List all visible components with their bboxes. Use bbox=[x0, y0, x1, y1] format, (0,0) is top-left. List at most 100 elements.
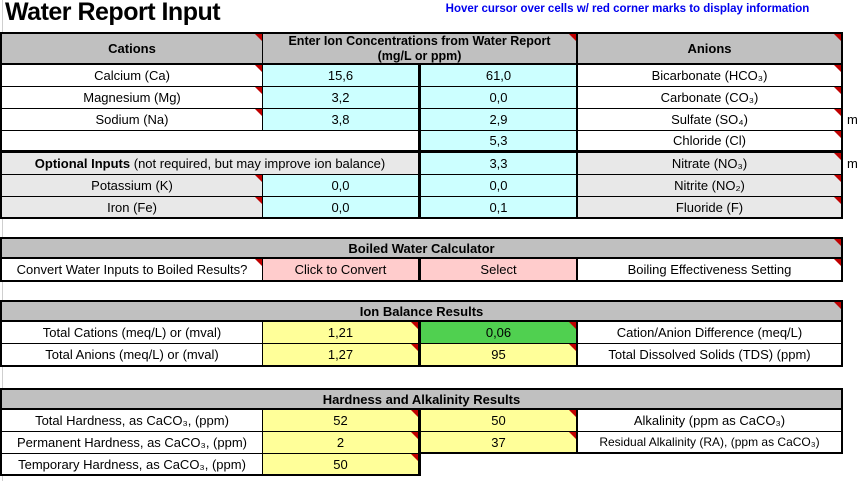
boiling-effectiveness-label: Boiling Effectiveness Setting bbox=[578, 259, 843, 282]
temporary-hardness-label: Temporary Hardness, as CaCO₃, (ppm) bbox=[0, 454, 263, 476]
page-title: Water Report Input bbox=[5, 0, 221, 26]
cation-anion-difference-label: Cation/Anion Difference (meq/L) bbox=[578, 322, 843, 344]
cation-label-iron: Iron (Fe) bbox=[0, 197, 263, 219]
comment-indicator-icon bbox=[411, 322, 418, 329]
total-hardness-label: Total Hardness, as CaCO₃, (ppm) bbox=[0, 410, 263, 432]
alkalinity-value: 50 bbox=[421, 410, 578, 432]
hardness-header-row: Hardness and Alkalinity Results bbox=[0, 388, 843, 410]
permanent-hardness-row: Permanent Hardness, as CaCO₃, (ppm) 2 37… bbox=[0, 432, 843, 454]
comment-indicator-icon bbox=[834, 87, 841, 94]
anion-label-bicarbonate: Bicarbonate (HCO₃) bbox=[578, 65, 843, 87]
calcium-input[interactable]: 15,6 bbox=[263, 65, 421, 87]
fluoride-input[interactable]: 0,1 bbox=[421, 197, 578, 219]
temporary-hardness-row: Temporary Hardness, as CaCO₃, (ppm) 50 bbox=[0, 454, 843, 476]
comment-indicator-icon bbox=[834, 153, 841, 160]
comment-indicator-icon bbox=[411, 410, 418, 417]
optional-inputs-label: Optional Inputs (not required, but may i… bbox=[34, 156, 386, 171]
comment-indicator-icon bbox=[834, 302, 841, 309]
anion-label-carbonate: Carbonate (CO₃) bbox=[578, 87, 843, 109]
ion-table-header-row: Cations Enter Ion Concentrations from Wa… bbox=[0, 32, 843, 65]
comment-indicator-icon bbox=[255, 175, 262, 182]
total-hardness-value: 52 bbox=[263, 410, 421, 432]
nitrite-row: Potassium (K) 0,0 0,0 Nitrite (NO₂) bbox=[0, 175, 843, 197]
nitrate-input[interactable]: 3,3 bbox=[421, 153, 578, 175]
anion-label-chloride: Chloride (Cl) bbox=[578, 131, 843, 153]
hover-hint: Hover cursor over cells w/ red corner ma… bbox=[445, 3, 810, 15]
total-anions-row: Total Anions (meq/L) or (mval) 1,27 95 T… bbox=[0, 344, 843, 367]
anion-label-nitrate: Nitrate (NO₃) bbox=[578, 153, 843, 175]
tds-value: 95 bbox=[421, 344, 578, 367]
comment-indicator-icon bbox=[834, 65, 841, 72]
comment-indicator-icon bbox=[834, 197, 841, 204]
carbonate-input[interactable]: 0,0 bbox=[421, 87, 578, 109]
cations-header: Cations bbox=[0, 32, 263, 65]
total-cations-row: Total Cations (meq/L) or (mval) 1,21 0,0… bbox=[0, 322, 843, 344]
iron-input[interactable]: 0,0 bbox=[263, 197, 421, 219]
residual-alkalinity-value: 37 bbox=[421, 432, 578, 454]
potassium-input[interactable]: 0,0 bbox=[263, 175, 421, 197]
permanent-hardness-value: 2 bbox=[263, 432, 421, 454]
calcium-row: Calcium (Ca) 15,6 61,0 Bicarbonate (HCO₃… bbox=[0, 65, 843, 87]
anions-header: Anions bbox=[578, 32, 843, 65]
comment-indicator-icon bbox=[834, 259, 841, 266]
total-anions-value: 1,27 bbox=[263, 344, 421, 367]
cation-label-sodium: Sodium (Na) bbox=[0, 109, 263, 131]
comment-indicator-icon bbox=[255, 197, 262, 204]
ion-balance-results: Ion Balance Results Total Cations (meq/L… bbox=[0, 300, 843, 367]
permanent-hardness-label: Permanent Hardness, as CaCO₃, (ppm) bbox=[0, 432, 263, 454]
boiled-water-header: Boiled Water Calculator bbox=[0, 237, 843, 259]
enter-ion-header-label: Enter Ion Concentrations from Water Repo… bbox=[288, 33, 551, 63]
comment-indicator-icon bbox=[411, 432, 418, 439]
comment-indicator-icon bbox=[255, 34, 262, 41]
click-to-convert-button[interactable]: Click to Convert bbox=[263, 259, 421, 282]
comment-indicator-icon bbox=[255, 109, 262, 116]
chloride-input[interactable]: 5,3 bbox=[421, 131, 578, 153]
boiled-convert-row: Convert Water Inputs to Boiled Results? … bbox=[0, 259, 843, 282]
anions-header-label: Anions bbox=[687, 41, 732, 56]
margin-note: m bbox=[847, 156, 857, 171]
boiling-effectiveness-select[interactable]: Select bbox=[421, 259, 578, 282]
ion-concentration-table: Cations Enter Ion Concentrations from Wa… bbox=[0, 32, 843, 219]
comment-indicator-icon bbox=[255, 87, 262, 94]
nitrite-input[interactable]: 0,0 bbox=[421, 175, 578, 197]
bicarbonate-input[interactable]: 61,0 bbox=[421, 65, 578, 87]
margin-note: m bbox=[847, 112, 857, 127]
hardness-alkalinity-header: Hardness and Alkalinity Results bbox=[0, 388, 843, 410]
chloride-row: 5,3 Chloride (Cl) bbox=[0, 131, 843, 153]
comment-indicator-icon bbox=[255, 65, 262, 72]
anion-label-fluoride: Fluoride (F) bbox=[578, 197, 843, 219]
cation-label-calcium: Calcium (Ca) bbox=[0, 65, 263, 87]
cation-label-magnesium: Magnesium (Mg) bbox=[0, 87, 263, 109]
comment-indicator-icon bbox=[255, 259, 262, 266]
boiled-header-row: Boiled Water Calculator bbox=[0, 237, 843, 259]
cation-anion-difference-value: 0,06 bbox=[421, 322, 578, 344]
convert-question-label: Convert Water Inputs to Boiled Results? bbox=[0, 259, 263, 282]
anion-label-sulfate: Sulfate (SO₄) bbox=[578, 109, 843, 131]
total-anions-label: Total Anions (meq/L) or (mval) bbox=[0, 344, 263, 367]
comment-indicator-icon bbox=[569, 322, 576, 329]
comment-indicator-icon bbox=[834, 131, 841, 138]
magnesium-row: Magnesium (Mg) 3,2 0,0 Carbonate (CO₃) bbox=[0, 87, 843, 109]
comment-indicator-icon bbox=[834, 109, 841, 116]
cation-label-potassium: Potassium (K) bbox=[0, 175, 263, 197]
comment-indicator-icon bbox=[569, 432, 576, 439]
sulfate-input[interactable]: 2,9 bbox=[421, 109, 578, 131]
comment-indicator-icon bbox=[411, 344, 418, 351]
enter-ion-header: Enter Ion Concentrations from Water Repo… bbox=[263, 32, 578, 65]
comment-indicator-icon bbox=[834, 34, 841, 41]
comment-indicator-icon bbox=[834, 175, 841, 182]
ion-balance-header-row: Ion Balance Results bbox=[0, 300, 843, 322]
ion-balance-header: Ion Balance Results bbox=[0, 300, 843, 322]
anion-label-nitrite: Nitrite (NO₂) bbox=[578, 175, 843, 197]
magnesium-input[interactable]: 3,2 bbox=[263, 87, 421, 109]
comment-indicator-icon bbox=[569, 410, 576, 417]
alkalinity-label: Alkalinity (ppm as CaCO₃) bbox=[578, 410, 843, 432]
sodium-input[interactable]: 3,8 bbox=[263, 109, 421, 131]
total-hardness-row: Total Hardness, as CaCO₃, (ppm) 52 50 Al… bbox=[0, 410, 843, 432]
cations-header-label: Cations bbox=[108, 41, 156, 56]
boiled-water-calculator: Boiled Water Calculator Convert Water In… bbox=[0, 237, 843, 282]
nitrate-row: Optional Inputs (not required, but may i… bbox=[0, 153, 843, 175]
optional-inputs-header: Optional Inputs (not required, but may i… bbox=[0, 153, 421, 175]
fluoride-row: Iron (Fe) 0,0 0,1 Fluoride (F) bbox=[0, 197, 843, 219]
